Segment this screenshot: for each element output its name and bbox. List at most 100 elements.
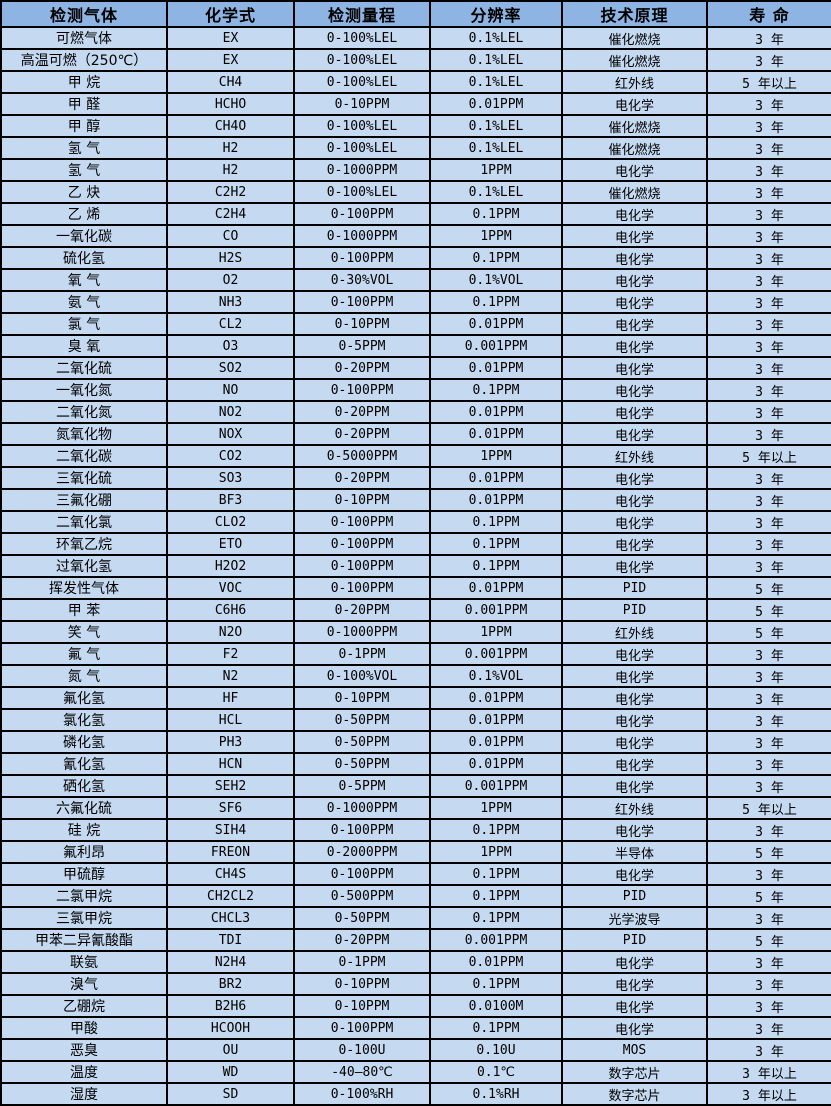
cell-formula: HF [166, 686, 295, 710]
table-row: 硫化氢 H2S 0-100PPM 0.1PPM 电化学 3 年 [0, 246, 831, 270]
cell-gas-name: 氟利昂 [0, 840, 168, 864]
cell-gas-name: 氨 气 [0, 290, 168, 314]
cell-principle: 电化学 [561, 356, 708, 380]
cell-resolution: 0.01PPM [429, 356, 563, 380]
table-row: 二氯甲烷 CH2CL2 0-500PPM 0.1PPM PID 5 年 [0, 884, 831, 908]
cell-formula: SO2 [166, 356, 295, 380]
table-row: 高温可燃（250℃） EX 0-100%LEL 0.1%LEL 催化燃烧 3 年 [0, 48, 831, 72]
column-header-formula: 化学式 [166, 0, 295, 28]
cell-resolution: 0.01PPM [429, 576, 563, 600]
cell-formula: H2 [166, 158, 295, 182]
cell-resolution: 0.01PPM [429, 686, 563, 710]
cell-lifespan: 3 年 [706, 48, 831, 72]
cell-formula: PH3 [166, 730, 295, 754]
table-row: 甲 醇 CH4O 0-100%LEL 0.1%LEL 催化燃烧 3 年 [0, 114, 831, 138]
cell-resolution: 0.001PPM [429, 642, 563, 666]
cell-principle: 电化学 [561, 488, 708, 512]
cell-resolution: 1PPM [429, 620, 563, 644]
cell-gas-name: 磷化氢 [0, 730, 168, 754]
cell-lifespan: 3 年 [706, 510, 831, 534]
cell-principle: 电化学 [561, 1016, 708, 1040]
cell-lifespan: 3 年 [706, 1038, 831, 1062]
table-row: 一氧化碳 CO 0-1000PPM 1PPM 电化学 3 年 [0, 224, 831, 248]
cell-lifespan: 3 年 [706, 686, 831, 710]
cell-gas-name: 二氧化氯 [0, 510, 168, 534]
cell-resolution: 0.1%VOL [429, 268, 563, 292]
cell-gas-name: 氮氧化物 [0, 422, 168, 446]
cell-formula: SF6 [166, 796, 295, 820]
cell-formula: CHCL3 [166, 906, 295, 930]
table-row: 氧 气 O2 0-30%VOL 0.1%VOL 电化学 3 年 [0, 268, 831, 292]
cell-formula: TDI [166, 928, 295, 952]
cell-principle: 光学波导 [561, 906, 708, 930]
cell-gas-name: 氯化氢 [0, 708, 168, 732]
cell-resolution: 0.1PPM [429, 818, 563, 842]
cell-formula: VOC [166, 576, 295, 600]
cell-range: 0-20PPM [293, 356, 431, 380]
cell-formula: HCHO [166, 92, 295, 116]
cell-principle: 电化学 [561, 664, 708, 688]
cell-formula: F2 [166, 642, 295, 666]
cell-gas-name: 笑 气 [0, 620, 168, 644]
cell-formula: CH4S [166, 862, 295, 886]
cell-resolution: 0.01PPM [429, 312, 563, 336]
cell-formula: C2H4 [166, 202, 295, 226]
cell-principle: 催化燃烧 [561, 180, 708, 204]
table-row: 二氧化氯 CLO2 0-100PPM 0.1PPM 电化学 3 年 [0, 510, 831, 534]
cell-formula: SD [166, 1082, 295, 1106]
cell-resolution: 0.1%LEL [429, 114, 563, 138]
cell-principle: 电化学 [561, 642, 708, 666]
cell-lifespan: 3 年 [706, 774, 831, 798]
table-row: 氰化氢 HCN 0-50PPM 0.01PPM 电化学 3 年 [0, 752, 831, 776]
cell-lifespan: 3 年 [706, 752, 831, 776]
cell-lifespan: 3 年以上 [706, 1060, 831, 1084]
cell-lifespan: 3 年 [706, 158, 831, 182]
cell-formula: CH2CL2 [166, 884, 295, 908]
cell-resolution: 1PPM [429, 444, 563, 468]
cell-resolution: 0.1PPM [429, 862, 563, 886]
cell-gas-name: 氰化氢 [0, 752, 168, 776]
cell-lifespan: 3 年 [706, 268, 831, 292]
cell-gas-name: 氢 气 [0, 158, 168, 182]
cell-lifespan: 3 年 [706, 466, 831, 490]
cell-resolution: 0.1PPM [429, 906, 563, 930]
cell-formula: NO2 [166, 400, 295, 424]
cell-principle: 电化学 [561, 862, 708, 886]
table-row: 联氨 N2H4 0-1PPM 0.01PPM 电化学 3 年 [0, 950, 831, 974]
table-row: 六氟化硫 SF6 0-1000PPM 1PPM 红外线 5 年以上 [0, 796, 831, 820]
cell-formula: O2 [166, 268, 295, 292]
cell-gas-name: 甲 醛 [0, 92, 168, 116]
cell-principle: 电化学 [561, 532, 708, 556]
cell-resolution: 0.1PPM [429, 1016, 563, 1040]
cell-gas-name: 氟 气 [0, 642, 168, 666]
cell-range: 0-100%LEL [293, 114, 431, 138]
cell-principle: 数字芯片 [561, 1060, 708, 1084]
cell-formula: HCOOH [166, 1016, 295, 1040]
cell-lifespan: 3 年 [706, 862, 831, 886]
column-header-gas-name: 检测气体 [0, 0, 168, 28]
cell-resolution: 0.1PPM [429, 554, 563, 578]
cell-range: 0-5000PPM [293, 444, 431, 468]
cell-range: 0-20PPM [293, 400, 431, 424]
cell-range: 0-100PPM [293, 862, 431, 886]
cell-resolution: 1PPM [429, 796, 563, 820]
cell-principle: 电化学 [561, 686, 708, 710]
table-row: 氮氧化物 NOX 0-20PPM 0.01PPM 电化学 3 年 [0, 422, 831, 446]
cell-lifespan: 5 年 [706, 598, 831, 622]
table-row: 乙 炔 C2H2 0-100%LEL 0.1%LEL 催化燃烧 3 年 [0, 180, 831, 204]
table-row: 二氧化硫 SO2 0-20PPM 0.01PPM 电化学 3 年 [0, 356, 831, 380]
cell-principle: 数字芯片 [561, 1082, 708, 1106]
cell-range: 0-100PPM [293, 246, 431, 270]
cell-lifespan: 5 年以上 [706, 444, 831, 468]
cell-gas-name: 硅 烷 [0, 818, 168, 842]
cell-principle: 电化学 [561, 158, 708, 182]
cell-principle: 电化学 [561, 466, 708, 490]
cell-gas-name: 氯 气 [0, 312, 168, 336]
cell-principle: PID [561, 928, 708, 952]
cell-gas-name: 甲 苯 [0, 598, 168, 622]
cell-gas-name: 二氧化硫 [0, 356, 168, 380]
table-row: 乙硼烷 B2H6 0-10PPM 0.0100M 电化学 3 年 [0, 994, 831, 1018]
cell-resolution: 0.1%LEL [429, 136, 563, 160]
cell-lifespan: 3 年 [706, 400, 831, 424]
